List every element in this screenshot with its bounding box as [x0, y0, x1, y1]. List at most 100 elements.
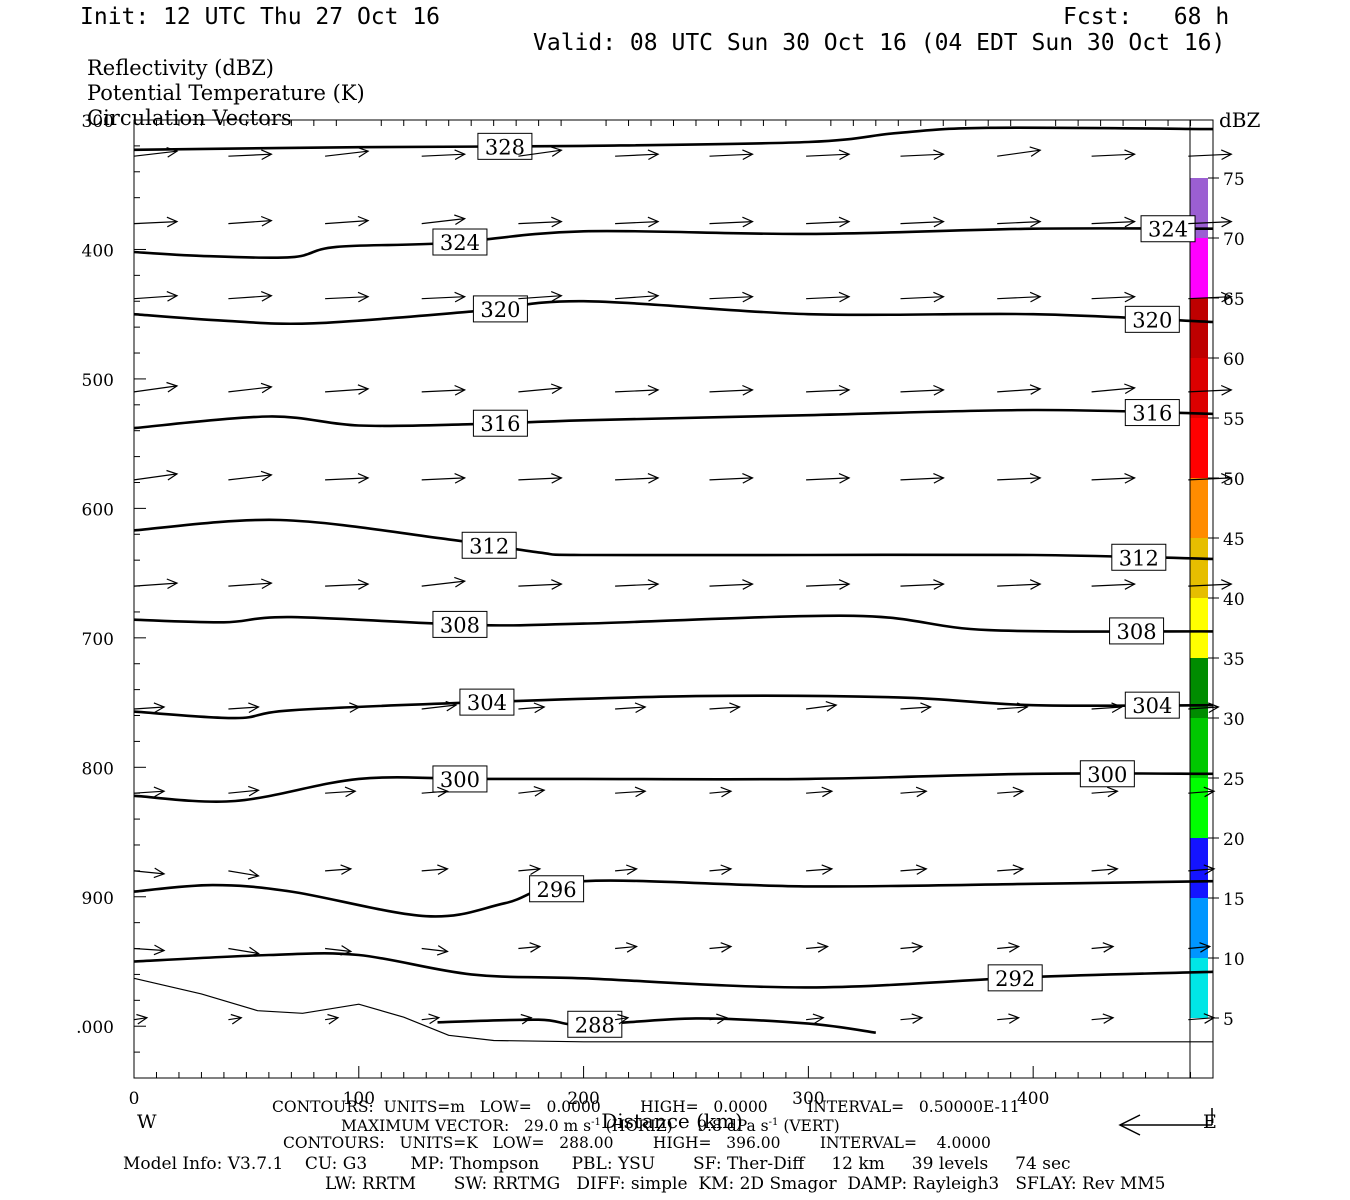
vector-head — [647, 291, 660, 302]
theta-contour-324 — [133, 227, 1214, 260]
circulation-vector — [615, 389, 659, 393]
circulation-vector — [228, 220, 272, 225]
footer-max-vector: MAXIMUM VECTOR: 29.0 m s-1 (HORIZ) 9.8 d… — [341, 1118, 840, 1135]
vector-head — [1124, 291, 1136, 303]
field-potential-temperature: Potential Temperature (K) — [87, 81, 365, 105]
circulation-vector — [421, 580, 465, 587]
vector-head — [529, 864, 542, 876]
vector-head — [1029, 216, 1042, 228]
circulation-vector — [1188, 477, 1232, 481]
y-tick-label: 900 — [82, 889, 114, 909]
contour-label-box — [1124, 399, 1180, 427]
vector-head — [821, 786, 834, 798]
contour-label: 312 — [469, 534, 509, 558]
vector-head — [261, 149, 273, 161]
circulation-vector — [133, 1017, 147, 1021]
circulation-vector — [1091, 387, 1135, 393]
vector-head — [533, 702, 546, 714]
theta-contour-316 — [133, 408, 1214, 430]
vector-head — [357, 215, 370, 227]
vector-head — [166, 578, 179, 590]
vector-head — [153, 786, 166, 798]
vector-head — [166, 147, 179, 158]
circulation-vector — [709, 1017, 727, 1021]
max-vector-vert: (HORIZ) 9.8 dPa s — [605, 1117, 769, 1136]
footer-physics-info: LW: RRTM SW: RRTMG DIFF: simple KM: 2D S… — [325, 1174, 1166, 1194]
vector-head — [1199, 942, 1212, 953]
circulation-vector — [228, 1017, 242, 1021]
vector-head — [550, 146, 563, 157]
vector-head — [533, 786, 546, 797]
vector-head — [742, 149, 754, 161]
colorbar-tick-label: 50 — [1223, 470, 1245, 490]
circulation-vector — [1091, 706, 1122, 710]
theta-contour-292 — [133, 952, 1214, 989]
vector-head — [1124, 216, 1136, 228]
vector-head — [247, 869, 260, 880]
vector-head — [340, 864, 353, 875]
vector-head — [550, 383, 563, 395]
circulation-vector — [325, 706, 360, 710]
vector-head — [647, 149, 660, 161]
contour-label-box — [472, 409, 528, 437]
vector-head — [720, 786, 733, 798]
colorbar-bin — [1190, 958, 1208, 1018]
circulation-vector — [997, 790, 1024, 794]
circulation-vector — [709, 477, 753, 481]
contour-label: 324 — [440, 231, 480, 255]
circulation-vector — [421, 477, 465, 481]
circulation-vector — [133, 473, 178, 481]
circulation-vector — [421, 153, 465, 157]
circulation-vector — [997, 583, 1041, 587]
circulation-vector — [615, 295, 659, 300]
vector-head — [454, 384, 467, 396]
vector-head — [454, 149, 467, 161]
vector-head — [551, 473, 563, 484]
y-tick-label: 700 — [82, 630, 114, 650]
theta-contour-312 — [133, 518, 1214, 561]
vector-head — [915, 864, 928, 875]
contour-label-box — [567, 1010, 623, 1038]
endpoint-east: E — [1203, 1111, 1217, 1133]
colorbar-tick-label: 25 — [1223, 770, 1245, 790]
circulation-vector — [421, 218, 465, 225]
circulation-vector — [1091, 945, 1114, 950]
vector-head — [344, 786, 357, 798]
circulation-vector — [615, 790, 646, 794]
init-time: Init: 12 UTC Thu 27 Oct 16 — [80, 4, 441, 30]
vector-head — [1008, 1013, 1021, 1024]
forecast-hour: Fcst: 68 h — [1063, 4, 1230, 30]
circulation-vector — [997, 945, 1019, 950]
contour-label-box — [1111, 543, 1167, 571]
circulation-vector — [1091, 868, 1118, 872]
circulation-vector — [709, 153, 753, 157]
reference-vector-head — [1118, 1114, 1141, 1136]
vector-head — [838, 216, 851, 228]
circulation-vector — [1188, 296, 1232, 300]
terrain-line — [133, 977, 1213, 1043]
theta-contour-304 — [133, 694, 1214, 720]
colorbar-bin — [1190, 838, 1208, 898]
circulation-vector — [325, 388, 369, 393]
vector-head — [933, 579, 945, 590]
vector-head — [1029, 146, 1042, 157]
vector-head — [838, 149, 851, 161]
circulation-vector — [709, 583, 753, 587]
vector-head — [357, 473, 370, 484]
circulation-vector — [421, 1017, 439, 1021]
colorbar-bin — [1190, 478, 1208, 538]
contour-label-box — [459, 688, 515, 716]
vector-head — [812, 1013, 825, 1025]
y-tick-label: 800 — [82, 759, 114, 779]
circulation-vector — [997, 296, 1041, 300]
vector-head — [1029, 473, 1042, 484]
colorbar-title: dBZ — [1219, 108, 1261, 132]
vector-head — [617, 1013, 630, 1025]
contour-label: 316 — [480, 412, 520, 436]
vector-head — [327, 1013, 340, 1025]
vector-head — [742, 473, 754, 484]
vector-head — [1220, 384, 1233, 396]
vector-head — [838, 384, 851, 396]
vector-head — [166, 216, 179, 228]
contour-label: 288 — [575, 1013, 615, 1037]
